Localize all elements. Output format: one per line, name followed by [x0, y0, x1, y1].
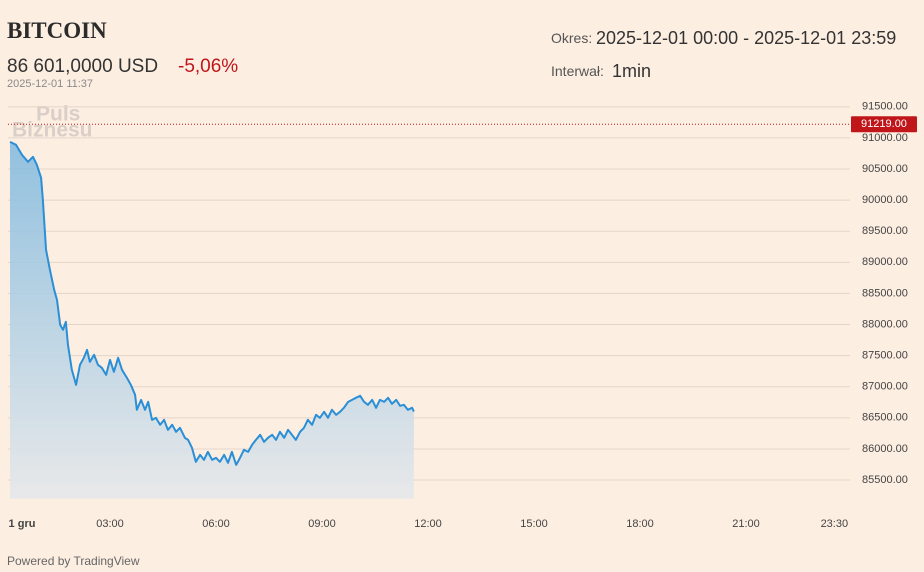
area-fill: [10, 141, 414, 499]
y-tick-label: 87500.00: [862, 350, 908, 362]
x-tick-label: 23:30: [821, 518, 849, 530]
y-tick-label: 87000.00: [862, 381, 908, 393]
reference-label-box: [851, 116, 917, 133]
reference-label: 91219.00: [861, 118, 907, 130]
x-tick-label: 15:00: [520, 518, 548, 530]
x-tick-label: 12:00: [414, 518, 442, 530]
y-tick-label: 91500.00: [862, 101, 908, 113]
y-tick-label: 86500.00: [862, 412, 908, 424]
y-tick-label: 85500.00: [862, 474, 908, 486]
title: BITCOIN: [7, 18, 107, 43]
y-tick-label: 88500.00: [862, 287, 908, 299]
y-tick-label: 90000.00: [862, 194, 908, 206]
interval-label: Interwał:: [551, 63, 604, 79]
x-tick-label: 1 gru: [9, 518, 36, 530]
footer: Powered by TradingView: [7, 554, 140, 568]
period-label: Okres:: [551, 30, 593, 46]
y-tick-label: 89500.00: [862, 225, 908, 237]
x-tick-label: 09:00: [308, 518, 336, 530]
price-line: [9, 140, 415, 466]
watermark: Puls: [36, 103, 80, 126]
chart: Puls Biznesu 85500.0086000.0086500.00870…: [8, 101, 917, 530]
x-tick-label: 18:00: [626, 518, 654, 530]
y-tick-label: 89000.00: [862, 256, 908, 268]
period: 2025-12-01 00:00 - 2025-12-01 23:59: [596, 28, 897, 48]
x-tick-label: 06:00: [202, 518, 230, 530]
y-tick-label: 88000.00: [862, 318, 908, 330]
timestamp: 2025-12-01 11:37: [7, 78, 94, 90]
y-tick-label: 90500.00: [862, 163, 908, 175]
x-tick-label: 03:00: [96, 518, 124, 530]
x-tick-label: 21:00: [732, 518, 760, 530]
interval: 1min: [612, 61, 652, 81]
y-tick-label: 86000.00: [862, 443, 908, 455]
change: -5,06%: [178, 56, 239, 77]
price: 86 601,0000 USD: [7, 56, 159, 77]
y-tick-label: 91000.00: [862, 132, 908, 144]
